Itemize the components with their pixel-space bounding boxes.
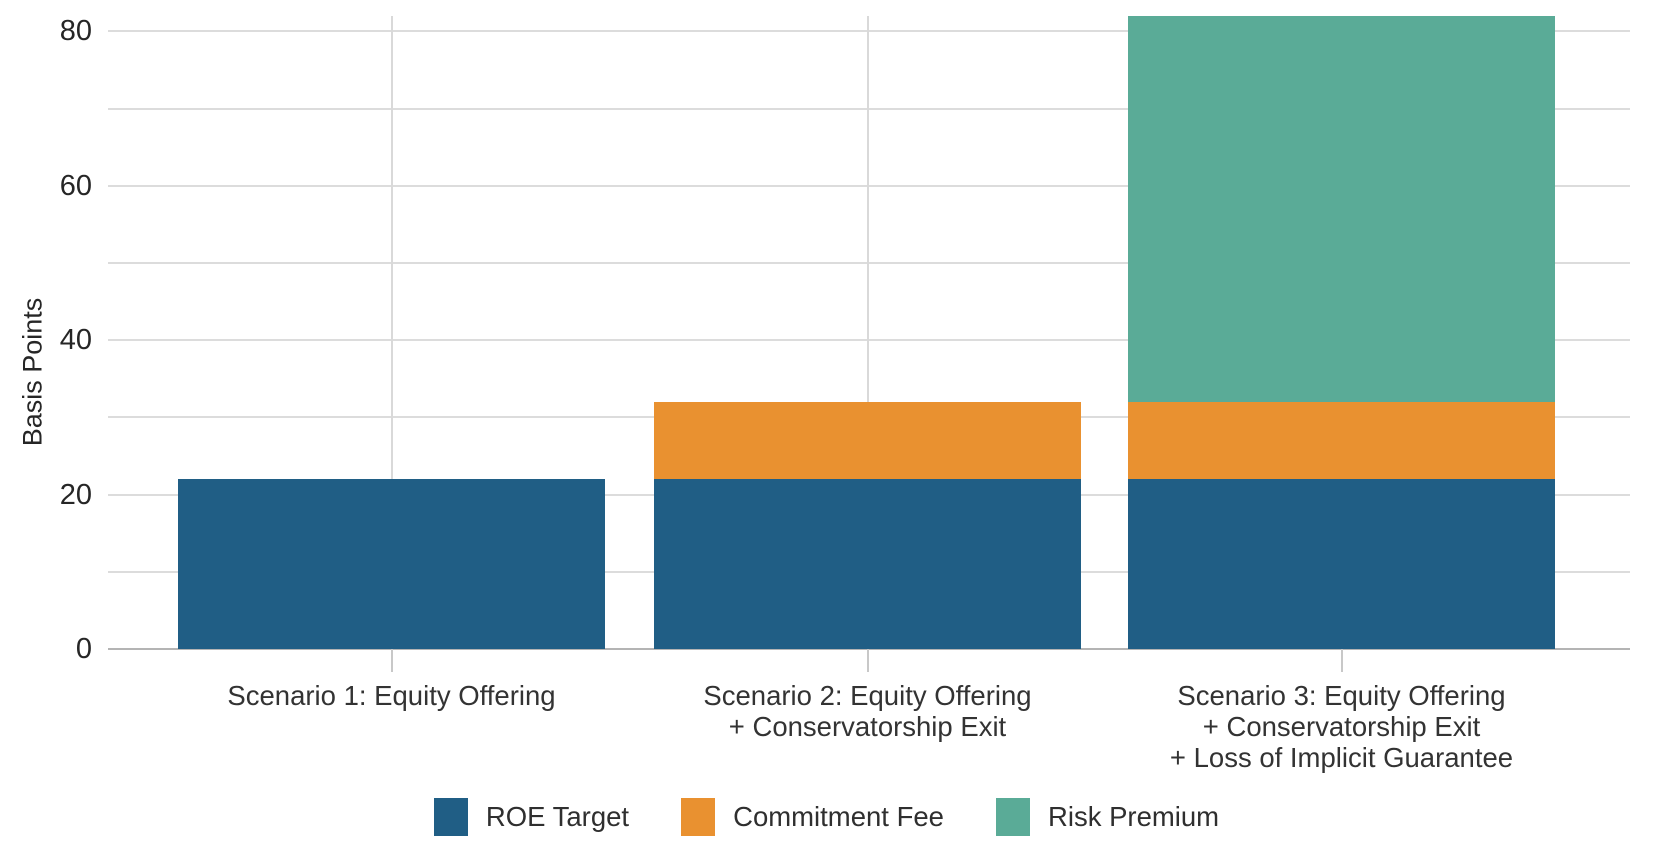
horizontal-gridline-40 <box>108 339 1630 342</box>
vertical-gridline-category-2 <box>866 15 869 649</box>
bar-segment-roe-target-scenario-2[interactable] <box>654 479 1081 649</box>
x-axis-line <box>108 648 1630 650</box>
horizontal-gridline-60 <box>108 184 1630 187</box>
legend-swatch-risk-premium <box>995 798 1030 836</box>
y-tick-label-40: 40 <box>59 324 92 357</box>
horizontal-gridline-70 <box>108 107 1630 110</box>
x-tick-category-3 <box>1340 649 1343 672</box>
bar-scenario-1 <box>178 479 605 649</box>
horizontal-gridline-50 <box>108 262 1630 264</box>
x-category-label-3-line-1: Scenario 3: Equity Offering <box>1177 680 1506 711</box>
bar-segment-commitment-fee-scenario-3[interactable] <box>1128 401 1555 480</box>
legend-label-commitment-fee: Commitment Fee <box>733 801 944 832</box>
x-tick-category-1 <box>390 649 393 672</box>
y-tick-label-0: 0 <box>75 633 92 665</box>
legend-swatch-commitment-fee <box>681 798 716 836</box>
x-category-label-2: Scenario 2: Equity Offering + Conservator… <box>703 680 1031 742</box>
legend-item-commitment-fee[interactable]: Commitment Fee <box>681 798 944 836</box>
bar-segment-roe-target-scenario-3[interactable] <box>1128 479 1555 649</box>
bar-segment-risk-premium-scenario-3[interactable] <box>1128 15 1555 402</box>
bar-segment-roe-target-scenario-1[interactable] <box>178 479 605 649</box>
x-category-label-3-line-2: + Conservatorship Exit <box>1202 711 1481 742</box>
y-tick-label-20: 20 <box>59 478 92 511</box>
horizontal-gridline-80 <box>108 30 1630 33</box>
x-tick-category-2 <box>866 649 869 672</box>
plot-area <box>108 0 1630 650</box>
x-category-label-2-line-1: Scenario 2: Equity Offering <box>703 680 1032 711</box>
vertical-gridline-category-1 <box>390 15 393 649</box>
x-category-label-1-line-1: Scenario 1: Equity Offering <box>227 680 556 711</box>
legend-swatch-roe-target <box>433 798 468 836</box>
legend-item-risk-premium[interactable]: Risk Premium <box>995 798 1220 836</box>
y-tick-label-80: 80 <box>59 15 92 48</box>
y-axis-title: Basis Points <box>17 297 48 447</box>
bar-scenario-3 <box>1128 15 1555 649</box>
x-category-label-1: Scenario 1: Equity Offering <box>227 680 555 711</box>
bar-segment-commitment-fee-scenario-2[interactable] <box>654 401 1081 480</box>
legend-label-roe-target: ROE Target <box>485 801 630 832</box>
legend: ROE Target Commitment Fee Risk Premium <box>0 798 1653 836</box>
x-category-label-3-line-3: + Loss of Implicit Guarantee <box>1169 742 1514 773</box>
y-tick-label-60: 60 <box>59 169 92 202</box>
legend-label-risk-premium: Risk Premium <box>1047 801 1220 832</box>
x-category-label-3: Scenario 3: Equity Offering + Conservator… <box>1170 680 1513 773</box>
bar-scenario-2 <box>654 401 1081 649</box>
legend-item-roe-target[interactable]: ROE Target <box>433 798 630 836</box>
x-category-label-2-line-2: + Conservatorship Exit <box>728 711 1007 742</box>
